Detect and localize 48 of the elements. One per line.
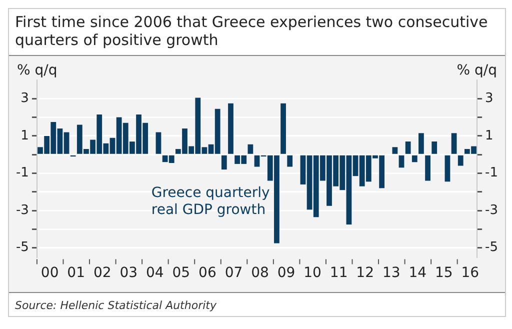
- x-tick-label: 02: [93, 265, 112, 282]
- x-tick-label: 09: [277, 265, 296, 282]
- x-tick-label: 05: [172, 265, 190, 282]
- y-tick-label: 1: [20, 128, 29, 144]
- x-tick-label: 11: [330, 265, 348, 282]
- x-tick-label: 15: [435, 265, 453, 282]
- y2-tick-label: 1: [485, 128, 494, 144]
- x-tick-label: 08: [251, 265, 269, 282]
- bar: [458, 155, 464, 166]
- bar: [418, 133, 424, 154]
- source-note: Source: Hellenic Statistical Authority: [9, 292, 505, 316]
- y-axis-title: % q/q: [17, 62, 58, 79]
- bar: [280, 103, 286, 154]
- y-tick-label: -1: [16, 166, 29, 181]
- y2-tick-label: 3: [485, 91, 494, 106]
- bar: [248, 144, 254, 154]
- bar: [392, 147, 398, 154]
- x-tick-label: 03: [120, 265, 138, 282]
- bar: [405, 142, 411, 154]
- x-tick-label: 00: [40, 265, 59, 282]
- x-tick-label: 04: [146, 265, 164, 282]
- bar: [228, 103, 234, 154]
- y-tick-label: -5: [16, 240, 29, 256]
- x-tick-label: 07: [224, 265, 243, 282]
- x-tick-label: 12: [356, 265, 374, 282]
- bar: [221, 155, 227, 170]
- y-tick-label: -3: [16, 202, 29, 218]
- bar: [451, 133, 457, 154]
- x-tick-label: 13: [382, 265, 400, 282]
- bar: [432, 142, 438, 154]
- x-tick-label: 16: [461, 265, 480, 282]
- series-label: Greece quarterly real GDP growth: [151, 184, 270, 218]
- y2-axis-title: % q/q: [456, 62, 497, 79]
- bar: [425, 155, 430, 181]
- bar: [412, 155, 418, 162]
- bar: [398, 155, 404, 168]
- x-tick-label: 01: [67, 265, 85, 282]
- x-tick-label: 06: [198, 265, 216, 282]
- chart-title: First time since 2006 that Greece experiences two consecutive quarters of positive growth: [9, 9, 505, 56]
- y-tick-label: 3: [20, 91, 29, 106]
- y2-tick-label: -5: [485, 240, 498, 256]
- x-tick-label: 10: [304, 265, 322, 282]
- bar: [156, 132, 162, 154]
- y2-tick-label: -3: [485, 202, 498, 218]
- y2-tick-label: -1: [485, 166, 498, 181]
- bar: [444, 155, 450, 182]
- bar: [287, 155, 293, 167]
- x-tick-label: 14: [408, 265, 427, 282]
